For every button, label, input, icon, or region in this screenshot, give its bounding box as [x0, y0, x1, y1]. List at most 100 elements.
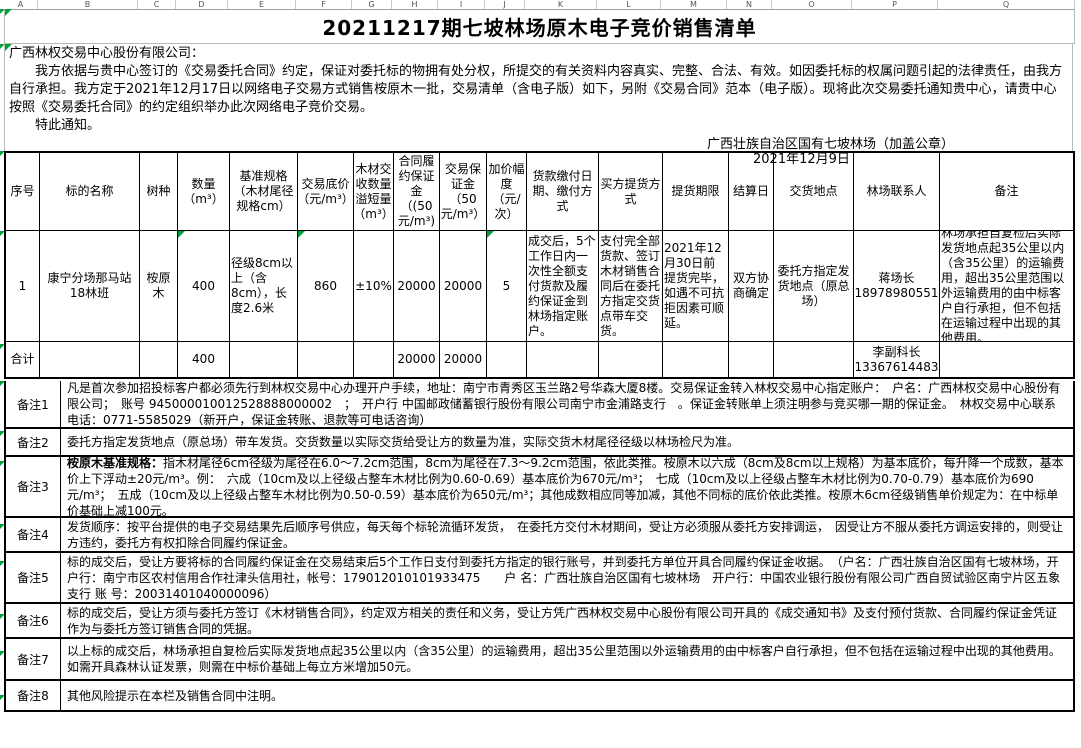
cell-total-contract-deposit[interactable]: 20000 — [394, 342, 440, 377]
column-header-o[interactable]: O — [772, 0, 852, 9]
cell-row1-contact[interactable]: 蒋场长 18978980551 — [854, 231, 940, 342]
header-cell-payment-terms[interactable]: 货款缴付日期、缴付方式 — [527, 153, 599, 231]
column-header-a[interactable]: A — [4, 0, 38, 9]
cell-total-label[interactable]: 合计 — [6, 342, 40, 377]
column-header-l[interactable]: L — [597, 0, 661, 9]
cell-total-empty-b[interactable] — [40, 342, 140, 377]
page-title: 20211217期七坡林场原木电子竞价销售清单 — [322, 15, 757, 40]
header-cell-delivery-place[interactable]: 交货地点 — [774, 153, 854, 231]
cell-total-contact[interactable]: 李副科长 13367614483 — [854, 342, 940, 377]
column-header-e[interactable]: E — [228, 0, 296, 9]
column-header-j[interactable]: J — [485, 0, 525, 9]
column-header-h[interactable]: H — [392, 0, 438, 9]
remark-row-6: 备注6 标的成交后，受让方须与委托方签订《木材销售合同》，约定双方相关的责任和义… — [6, 604, 1073, 639]
cell-row1-bid-increment[interactable]: 5 — [487, 231, 527, 342]
cell-total-empty-f[interactable] — [298, 342, 354, 377]
header-cell-base-spec[interactable]: 基准规格（木材尾径规格cm） — [230, 153, 298, 231]
header-cell-subject-name[interactable]: 标的名称 — [40, 153, 140, 231]
cell-row1-tolerance[interactable]: ±10% — [354, 231, 394, 342]
remark-label[interactable]: 备注2 — [6, 429, 61, 455]
remark-label[interactable]: 备注5 — [6, 553, 61, 602]
row-indicator-triangle — [0, 344, 4, 349]
cell-row1-trade-deposit[interactable]: 20000 — [440, 231, 487, 342]
column-header-c[interactable]: C — [138, 0, 176, 9]
cell-total-empty-m[interactable] — [663, 342, 729, 377]
row-indicator-triangle — [0, 44, 4, 49]
signature-date: 2021年12月9日 — [753, 152, 850, 167]
header-cell-pickup-deadline[interactable]: 提货期限 — [663, 153, 729, 231]
column-header-m[interactable]: M — [661, 0, 727, 9]
header-cell-species[interactable]: 树种 — [140, 153, 178, 231]
cell-row1-floor-price[interactable]: 860 — [298, 231, 354, 342]
row-indicator-triangle — [0, 461, 4, 466]
header-cell-settlement-day[interactable]: 结算日 — [729, 153, 774, 231]
cell-text: 2021年12月30日前提货完毕，如遇不可抗拒因素可顺延。 — [664, 241, 725, 330]
cell-total-empty-o[interactable] — [774, 342, 854, 377]
remark-text-cell[interactable]: 标的成交后，受让方须与委托方签订《木材销售合同》，约定双方相关的责任和义务，受让… — [61, 604, 1073, 637]
cell-total-empty-n[interactable] — [729, 342, 774, 377]
cell-total-empty-c[interactable] — [140, 342, 178, 377]
cell-row1-payment-terms[interactable]: 成交后，5个工作日内一次性全额支付货款及履约保证金到林场指定账户。 — [527, 231, 599, 342]
header-cell-contact[interactable]: 林场联系人 — [854, 153, 940, 231]
cell-row1-species[interactable]: 桉原木 — [140, 231, 178, 342]
remark-text-cell[interactable]: 其他风险提示在本栏及销售合同中注明。 — [61, 681, 1073, 710]
header-cell-pickup-method[interactable]: 买方提货方式 — [599, 153, 663, 231]
column-header-b[interactable]: B — [38, 0, 138, 9]
cell-total-empty-g[interactable] — [354, 342, 394, 377]
cell-total-trade-deposit[interactable]: 20000 — [440, 342, 487, 377]
remark-text-cell[interactable]: 桉原木基准规格：指木材尾径6cm径级为尾径在6.0～7.2cm范围，8cm为尾径… — [61, 456, 1073, 518]
column-header-d[interactable]: D — [176, 0, 228, 9]
header-cell-remark[interactable]: 备注 — [940, 153, 1073, 231]
header-cell-quantity[interactable]: 数量（m³） — [178, 153, 230, 231]
cell-row1-serial[interactable]: 1 — [6, 231, 40, 342]
column-header-i[interactable]: I — [438, 0, 485, 9]
cell-row1-base-spec[interactable]: 径级8cm以上（含8cm），长度2.6米 — [230, 231, 298, 342]
sheet-title-cell[interactable]: 20211217期七坡林场原木电子竞价销售清单 — [4, 9, 1075, 44]
notice-salutation: 广西林权交易中心股份有限公司： — [9, 46, 205, 61]
cell-row1-contract-deposit[interactable]: 20000 — [394, 231, 440, 342]
cell-total-empty-q[interactable] — [940, 342, 1073, 377]
row-indicator-triangle — [0, 9, 4, 14]
notice-cell[interactable]: 广西林权交易中心股份有限公司： 我方依据与贵中心签订的《交易委托合同》约定，保证… — [4, 44, 1073, 167]
cell-total-empty-l[interactable] — [599, 342, 663, 377]
cell-total-quantity[interactable]: 400 — [178, 342, 230, 377]
remark-label[interactable]: 备注8 — [6, 681, 61, 710]
remark-text-cell[interactable]: 发货顺序：按平台提供的电子交易结果先后顺序号供应，每天每个标轮流循环发货， 在委… — [61, 518, 1073, 551]
column-header-n[interactable]: N — [727, 0, 772, 9]
cell-row1-delivery-place[interactable]: 委托方指定发货地点（原总场） — [774, 231, 854, 342]
remark-label[interactable]: 备注1 — [6, 381, 61, 427]
column-header-f[interactable]: F — [296, 0, 352, 9]
column-header-q[interactable]: Q — [938, 0, 1075, 9]
remark-text-cell[interactable]: 以上标的成交后，林场承担自复检后实际发货地点起35公里以内（含35公里）的运输费… — [61, 639, 1073, 679]
cell-row1-subject-name[interactable]: 康宁分场那马站18林班 — [40, 231, 140, 342]
cell-total-empty-j[interactable] — [487, 342, 527, 377]
remark-label[interactable]: 备注3 — [6, 457, 61, 516]
cell-row1-pickup-deadline[interactable]: 2021年12月30日前提货完毕，如遇不可抗拒因素可顺延。 — [663, 231, 729, 342]
header-cell-trade-deposit[interactable]: 交易保证金（50元/m³） — [440, 153, 487, 231]
header-cell-tolerance[interactable]: 木材交收数量溢短量（m³） — [354, 153, 394, 231]
remark-text-cell[interactable]: 凡是首次参加招投标客户都必须先行到林权交易中心办理开户手续，地址：南宁市青秀区玉… — [61, 381, 1073, 427]
column-header-p[interactable]: P — [852, 0, 938, 9]
column-header-k[interactable]: K — [525, 0, 597, 9]
cell-row1-quantity[interactable]: 400 — [178, 231, 230, 342]
remark-label[interactable]: 备注7 — [6, 639, 61, 679]
cell-total-empty-k[interactable] — [527, 342, 599, 377]
remark-text: 以上标的成交后，林场承担自复检后实际发货地点起35公里以内（含35公里）的运输费… — [67, 644, 1061, 674]
header-cell-bid-increment[interactable]: 加价幅度（元/次） — [487, 153, 527, 231]
cell-row1-pickup-method[interactable]: 支付完全部货款、签订木材销售合同后在委托方指定交货点带车交货。 — [599, 231, 663, 342]
cell-row1-settlement-day[interactable]: 双方协商确定 — [729, 231, 774, 342]
remarks-table: 备注1 凡是首次参加招投标客户都必须先行到林权交易中心办理开户手续，地址：南宁市… — [4, 381, 1075, 712]
remark-text-cell[interactable]: 标的成交后，受让方要将标的合同履约保证金在交易结束后5个工作日支付到委托方指定的… — [61, 553, 1073, 602]
column-header-g[interactable]: G — [352, 0, 392, 9]
header-cell-contract-deposit[interactable]: 合同履约保证金（(50元/m³) — [394, 153, 440, 231]
contact-phone: 18978980551 — [854, 286, 939, 300]
cell-row1-remark[interactable]: 林场承担自复检后实际发货地点起35公里以内（含35公里）的运输费用，超出35公里… — [940, 231, 1073, 342]
remark-text-cell[interactable]: 委托方指定发货地点（原总场）带车发货。交货数量以实际交货给受让方的数量为准，实际… — [61, 429, 1073, 455]
cell-total-empty-e[interactable] — [230, 342, 298, 377]
header-cell-serial[interactable]: 序号 — [6, 153, 40, 231]
cell-text: 林场承担自复检后实际发货地点起35公里以内（含35公里）的运输费用，超出35公里… — [941, 231, 1065, 342]
remark-label[interactable]: 备注4 — [6, 518, 61, 551]
remark-label[interactable]: 备注6 — [6, 604, 61, 637]
row-indicator-triangle — [0, 651, 4, 656]
header-cell-floor-price[interactable]: 交易底价（元/m³） — [298, 153, 354, 231]
